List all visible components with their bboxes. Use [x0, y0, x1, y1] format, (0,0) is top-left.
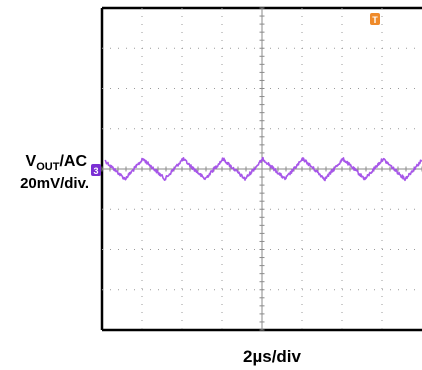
- y-axis-label-prefix: V: [26, 153, 37, 170]
- waveform-series-line: [104, 156, 422, 182]
- trigger-marker-label: T: [372, 15, 378, 25]
- channel-marker-box: [91, 164, 101, 176]
- waveform-trace: [104, 156, 422, 182]
- x-axis-label: 2µs/div: [243, 347, 302, 366]
- channel-marker-label: 3: [93, 166, 98, 176]
- y-axis-label: VOUT/AC: [26, 153, 88, 173]
- y-axis-label-subscript: OUT: [36, 161, 60, 173]
- trigger-marker-box: [370, 13, 380, 25]
- channel-marker: 3: [91, 164, 101, 176]
- trigger-marker: T: [370, 13, 380, 25]
- y-axis-label-suffix: /AC: [59, 153, 87, 170]
- y-axis-scale: 20mV/div.: [20, 175, 89, 192]
- graticule: [101, 7, 422, 331]
